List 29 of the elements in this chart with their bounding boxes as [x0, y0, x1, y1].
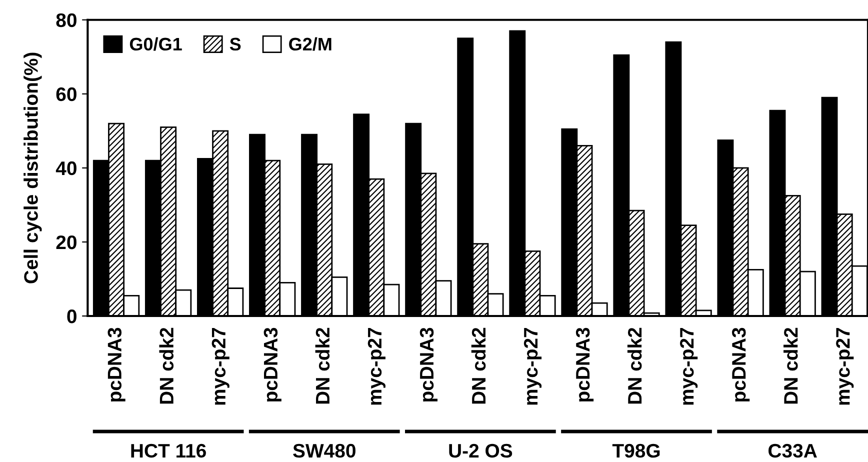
text: SW480: [293, 444, 356, 458]
text: HCT 116: [131, 444, 206, 458]
legend-label: S: [230, 38, 241, 51]
legend-label: G2/M: [289, 37, 332, 51]
y-axis-title: Cell cycle distribution(%): [24, 52, 42, 284]
x-tick-label: DN cdk2: [471, 328, 486, 404]
x-tick-label: myc-p27: [524, 328, 542, 405]
legend-label: G0/G1: [130, 37, 182, 51]
text: T98G: [612, 444, 660, 458]
y-tick-label: 40: [56, 161, 76, 176]
x-tick-label: myc-p27: [368, 328, 386, 405]
y-tick-label: 20: [56, 235, 76, 250]
x-tick-label: DN cdk2: [784, 328, 798, 404]
x-tick-label: pcDNA3: [108, 328, 126, 402]
x-tick-label: DN cdk2: [627, 328, 642, 404]
x-tick-label: DN cdk2: [159, 328, 174, 404]
x-tick-label: pcDNA3: [264, 328, 282, 402]
x-tick-label: myc-p27: [836, 328, 854, 405]
x-tick-label: myc-p27: [680, 328, 698, 405]
x-tick-label: myc-p27: [212, 328, 230, 405]
x-tick-label: pcDNA3: [576, 328, 594, 402]
x-tick-label: DN cdk2: [315, 328, 330, 404]
y-tick-label: 80: [56, 13, 76, 28]
x-tick-label: pcDNA3: [420, 328, 438, 402]
text: C33A: [768, 444, 817, 458]
x-tick-label: pcDNA3: [732, 328, 750, 402]
y-tick-label: 60: [56, 87, 76, 102]
y-tick-label: 0: [67, 309, 76, 324]
text: U-2 OS: [449, 444, 512, 458]
